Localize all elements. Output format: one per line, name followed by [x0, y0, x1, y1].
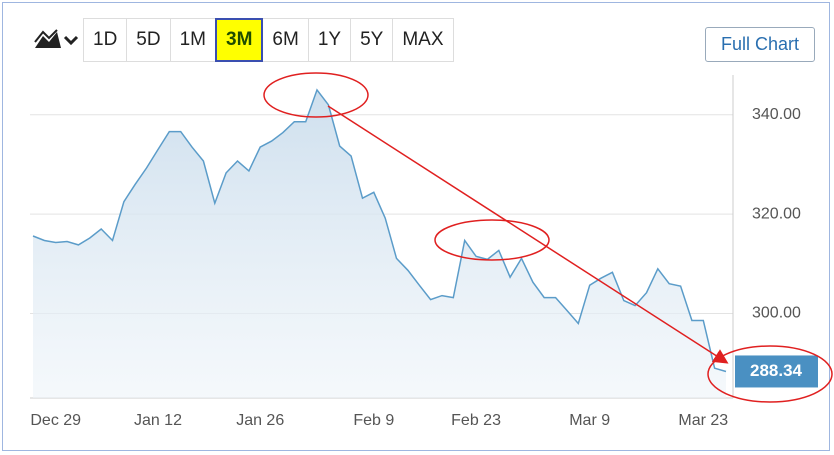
x-tick-label: Dec 29: [30, 412, 81, 429]
line: [32, 88, 727, 373]
range-button[interactable]: 1M: [169, 18, 216, 62]
x-tick-label: Jan 26: [236, 412, 284, 429]
annotation-ellipse: [263, 72, 369, 118]
range-button[interactable]: 3M: [215, 18, 264, 62]
y-tick-label: 320.00: [752, 205, 801, 222]
y-tick-label: 300.00: [752, 305, 801, 322]
x-tick-label: Jan 12: [134, 412, 182, 429]
range-button[interactable]: MAX: [392, 18, 454, 62]
annotation-ellipse: [434, 219, 550, 261]
frame: [2, 2, 830, 451]
y-tick-label: 340.00: [752, 106, 801, 123]
full-chart-button[interactable]: Full Chart: [705, 27, 815, 62]
annotations: [263, 72, 833, 403]
chart-type-menu[interactable]: [28, 18, 84, 62]
range-button[interactable]: 5Y: [350, 18, 394, 62]
x-tick-label: Mar 9: [569, 412, 610, 429]
last-value-box: [735, 355, 818, 388]
annotation-arrow: [327, 105, 729, 364]
chart-type-icon: [34, 29, 79, 48]
toolbar: 1D 5D 1M 3M 6M 1Y 5Y MAX: [28, 18, 454, 62]
range-button[interactable]: 6M: [262, 18, 309, 62]
area: [33, 89, 726, 399]
annotation-ellipse: [707, 345, 833, 403]
x-tick-label: Feb 9: [353, 412, 394, 429]
x-tick-label: Feb 23: [451, 412, 501, 429]
x-tick-label: Mar 23: [678, 412, 728, 429]
range-button[interactable]: 1D: [83, 18, 128, 62]
last-value-label: 288.34: [750, 361, 803, 380]
